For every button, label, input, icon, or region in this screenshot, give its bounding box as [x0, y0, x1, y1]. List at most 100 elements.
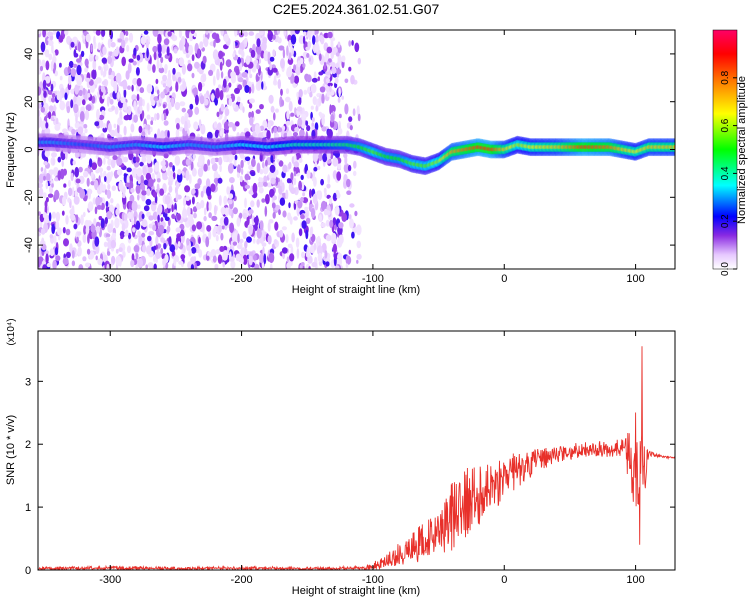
noise-speckle	[136, 167, 143, 177]
noise-speckle	[67, 179, 71, 188]
noise-speckle	[110, 129, 116, 137]
noise-speckle	[128, 58, 134, 63]
noise-speckle	[76, 75, 83, 86]
noise-speckle	[208, 69, 214, 76]
noise-speckle	[85, 77, 91, 82]
noise-speckle	[179, 101, 186, 107]
noise-speckle	[194, 262, 197, 269]
noise-speckle	[289, 216, 293, 225]
noise-speckle	[240, 159, 244, 169]
noise-speckle	[326, 210, 331, 216]
noise-speckle	[351, 40, 354, 46]
noise-speckle	[208, 201, 212, 211]
noise-speckle	[268, 219, 274, 224]
noise-speckle	[256, 228, 262, 239]
noise-speckle	[122, 250, 126, 258]
noise-speckle	[140, 174, 145, 185]
noise-speckle	[182, 208, 188, 219]
noise-speckle	[325, 78, 330, 83]
noise-speckle	[101, 80, 107, 86]
noise-speckle	[258, 186, 264, 194]
noise-speckle	[229, 177, 235, 184]
noise-speckle	[322, 153, 328, 163]
noise-speckle	[111, 232, 117, 238]
noise-speckle	[44, 127, 51, 136]
noise-speckle	[93, 198, 96, 205]
noise-speckle	[160, 247, 164, 255]
noise-speckle	[352, 170, 357, 177]
noise-speckle	[263, 181, 268, 187]
noise-speckle	[80, 50, 85, 58]
noise-speckle	[138, 97, 144, 108]
noise-speckle	[219, 130, 223, 137]
noise-speckle	[185, 169, 190, 181]
noise-speckle	[228, 82, 232, 88]
noise-speckle	[256, 162, 261, 174]
noise-speckle	[75, 214, 79, 224]
noise-speckle	[263, 175, 268, 184]
noise-speckle	[80, 214, 84, 226]
noise-speckle	[48, 212, 52, 222]
noise-speckle	[259, 104, 264, 110]
noise-speckle	[251, 83, 255, 94]
noise-speckle	[159, 62, 163, 69]
noise-speckle	[216, 69, 220, 81]
noise-speckle	[62, 196, 67, 206]
noise-speckle	[220, 30, 224, 36]
noise-speckle	[272, 195, 278, 201]
noise-speckle	[277, 78, 281, 90]
noise-speckle	[107, 183, 111, 190]
noise-speckle	[190, 264, 194, 269]
noise-speckle	[327, 31, 333, 39]
noise-speckle	[121, 222, 126, 232]
noise-speckle	[79, 188, 86, 199]
noise-speckle	[152, 30, 159, 37]
noise-speckle	[301, 107, 305, 116]
noise-speckle	[174, 209, 177, 216]
noise-speckle	[175, 57, 179, 64]
y-tick-label: 40	[23, 48, 35, 60]
noise-speckle	[114, 106, 119, 115]
noise-speckle	[65, 228, 71, 236]
noise-speckle	[111, 105, 115, 111]
noise-speckle	[157, 43, 162, 54]
noise-speckle	[348, 66, 352, 72]
noise-speckle	[127, 62, 132, 74]
noise-speckle	[156, 58, 160, 70]
noise-speckle	[74, 121, 80, 129]
noise-speckle	[77, 96, 82, 106]
noise-speckle	[296, 248, 300, 259]
noise-speckle	[292, 132, 299, 137]
noise-speckle	[139, 87, 145, 94]
noise-speckle	[326, 183, 331, 189]
noise-speckle	[326, 92, 330, 97]
noise-speckle	[168, 236, 172, 247]
noise-speckle	[38, 109, 41, 118]
noise-speckle	[288, 101, 293, 112]
noise-speckle	[281, 247, 288, 254]
noise-speckle	[220, 232, 224, 241]
noise-speckle	[274, 204, 281, 211]
noise-speckle	[196, 202, 202, 210]
noise-speckle	[51, 93, 56, 98]
noise-speckle	[317, 190, 323, 201]
noise-speckle	[215, 87, 220, 99]
noise-speckle	[357, 57, 361, 65]
noise-speckle	[186, 237, 190, 246]
noise-speckle	[38, 59, 41, 64]
noise-speckle	[196, 221, 203, 230]
noise-speckle	[83, 123, 88, 129]
noise-speckle	[109, 204, 114, 214]
noise-speckle	[54, 49, 59, 56]
noise-speckle	[84, 128, 88, 134]
noise-speckle	[273, 75, 277, 85]
noise-speckle	[312, 193, 318, 205]
noise-speckle	[130, 187, 135, 193]
noise-speckle	[124, 232, 129, 237]
noise-speckle	[50, 60, 55, 72]
x-tick-label: -200	[231, 574, 253, 586]
noise-speckle	[224, 108, 230, 116]
noise-speckle	[102, 46, 107, 56]
noise-speckle	[227, 163, 234, 174]
noise-speckle	[206, 225, 212, 232]
